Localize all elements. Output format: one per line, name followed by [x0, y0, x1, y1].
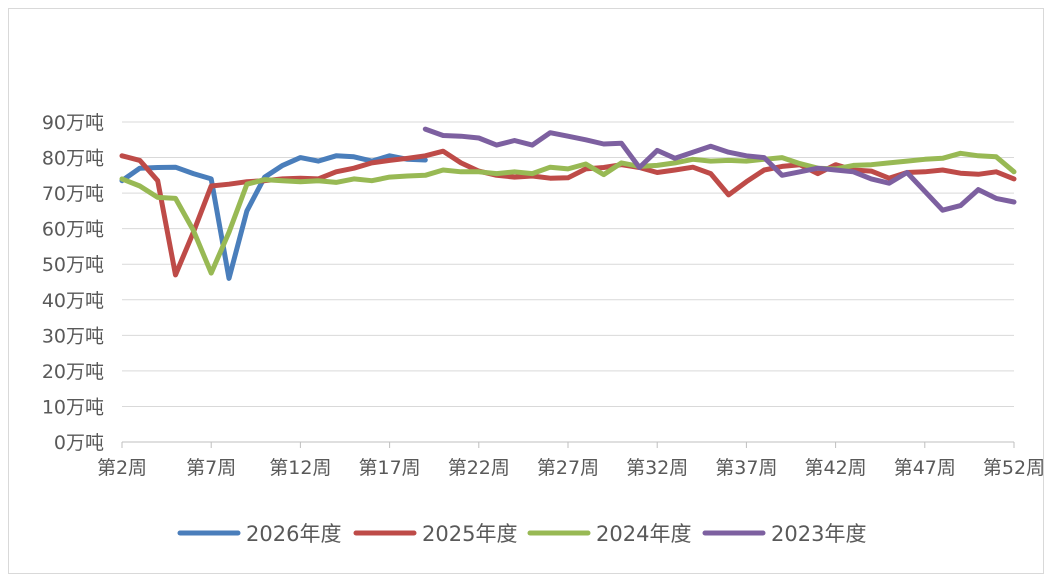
- series-line-4: [422, 126, 1017, 213]
- x-tick-label: 第22周: [448, 457, 510, 479]
- x-tick-label: 第12周: [269, 457, 331, 479]
- legend-label-2: 2025年度: [422, 522, 517, 546]
- x-tick-label: 第27周: [537, 457, 599, 479]
- legend-label-4: 2023年度: [771, 522, 866, 546]
- x-tick-label: 第52周: [983, 457, 1045, 479]
- y-tick-label: 70万吨: [42, 183, 104, 205]
- y-tick-label: 80万吨: [42, 148, 104, 170]
- x-axis-tick-labels: 第2周 第7周 第12周 第17周 第22周 第27周 第32周 第37周 第42周 第47周 第5…: [97, 442, 1045, 479]
- y-axis-tick-labels: 0万吨 10万吨 20万吨 30万吨 40万吨 50万吨 60万吨 70万吨 80万吨 90万吨: [42, 112, 104, 454]
- y-tick-label: 30万吨: [42, 325, 104, 347]
- legend-label-3: 2024年度: [596, 522, 691, 546]
- x-tick-label: 第17周: [359, 457, 421, 479]
- series-lines: [119, 126, 1017, 281]
- y-tick-label: 0万吨: [54, 432, 104, 454]
- x-tick-label: 第47周: [894, 457, 956, 479]
- series-line-1: [119, 153, 428, 281]
- x-tick-label: 第32周: [626, 457, 688, 479]
- chart-frame: [8, 8, 1044, 574]
- y-tick-label: 40万吨: [42, 290, 104, 312]
- legend: 2026年度 2025年度 2024年度 2023年度: [177, 522, 866, 546]
- y-tick-label: 60万吨: [42, 219, 104, 241]
- y-tick-label: 10万吨: [42, 396, 104, 418]
- legend-label-1: 2026年度: [246, 522, 341, 546]
- x-tick-label: 第7周: [186, 457, 236, 479]
- y-tick-label: 50万吨: [42, 254, 104, 276]
- x-tick-label: 第42周: [805, 457, 867, 479]
- series-line-3: [119, 150, 1017, 276]
- x-tick-label: 第2周: [97, 457, 147, 479]
- y-tick-label: 90万吨: [42, 112, 104, 134]
- y-tick-label: 20万吨: [42, 361, 104, 383]
- x-tick-label: 第37周: [715, 457, 777, 479]
